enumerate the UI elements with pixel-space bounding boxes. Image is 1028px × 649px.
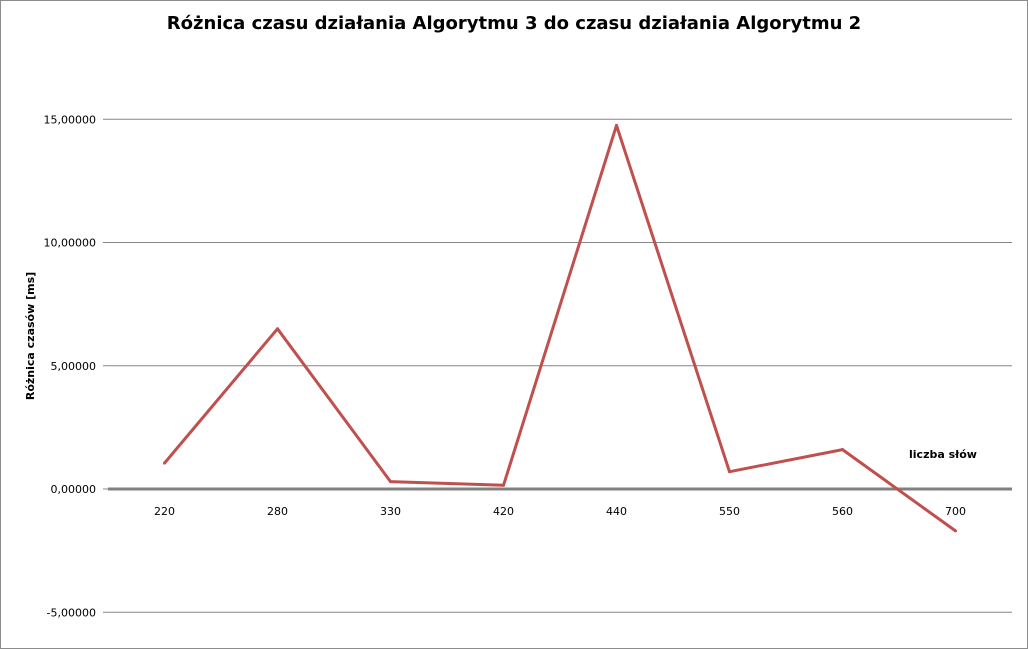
x-tick-label: 330 <box>380 505 401 518</box>
data-point: 440: 14.75 <box>615 123 618 127</box>
y-axis-title: Różnica czasów [ms] <box>24 272 37 400</box>
series-line <box>163 123 957 533</box>
y-tick-label: 0,00000 <box>51 483 97 496</box>
y-tick-label: 5,00000 <box>51 360 97 373</box>
x-tick-label: 220 <box>154 505 175 518</box>
x-tick-label: 550 <box>719 505 740 518</box>
data-point: 700: -1.7 <box>954 529 957 533</box>
y-tick-label: 15,00000 <box>44 113 97 126</box>
y-tick-label: -5,00000 <box>47 606 96 619</box>
x-axis-title: liczba słów <box>909 448 977 461</box>
x-tick-label: 420 <box>493 505 514 518</box>
x-tick-label: 700 <box>945 505 966 518</box>
data-point: 560: 1.6 <box>841 448 844 452</box>
chart-title: Różnica czasu działania Algorytmu 3 do c… <box>166 13 862 34</box>
data-point: 330: 0.3 <box>389 480 392 484</box>
x-tick-label: 440 <box>606 505 627 518</box>
data-point: 280: 6.5 <box>276 327 279 331</box>
data-point: 550: 0.7 <box>728 470 731 474</box>
y-tick-label: 10,00000 <box>44 237 97 250</box>
x-tick-label: 280 <box>267 505 288 518</box>
x-tick-label: 560 <box>832 505 853 518</box>
data-point: 420: 0.15 <box>502 483 505 487</box>
data-point: 220: 1.05 <box>163 461 166 465</box>
